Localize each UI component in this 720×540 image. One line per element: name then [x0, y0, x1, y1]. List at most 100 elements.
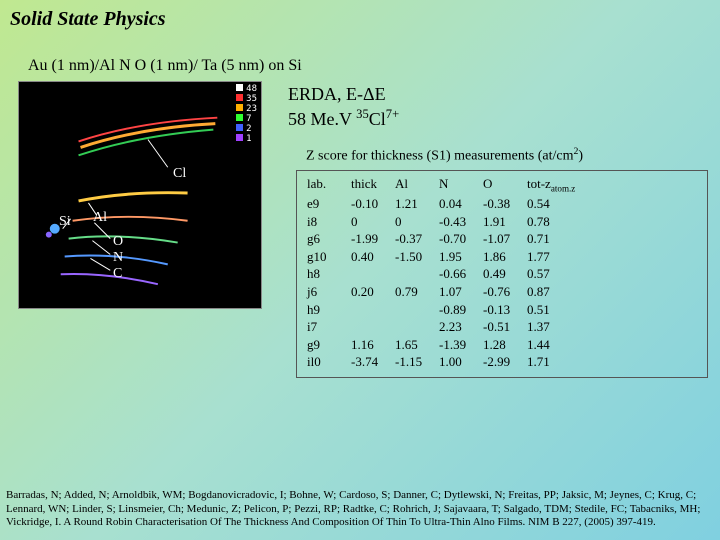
table-cell: 1.95	[439, 248, 483, 266]
right-column: ERDA, E-ΔE 58 Me.V 35Cl7+ Z score for th…	[272, 81, 708, 378]
table-cell: 0.78	[527, 213, 585, 231]
table-header-cell: tot-zatom.z	[527, 175, 585, 195]
table-cell: -1.15	[395, 353, 439, 371]
table-cell: 0.79	[395, 283, 439, 301]
page-title: Solid State Physics	[0, 0, 720, 39]
table-cell: e9	[307, 195, 351, 213]
table-cell: 0.71	[527, 230, 585, 248]
legend-entry: 7	[236, 114, 257, 124]
table-cell: -2.99	[483, 353, 527, 371]
sample-description: Au (1 nm)/Al N O (1 nm)/ Ta (5 nm) on Si	[0, 39, 720, 81]
table-cell: g10	[307, 248, 351, 266]
erda-spectrum-plot: ClSiAlONC 483523721	[18, 81, 262, 309]
erda-line2-pre: 58 Me.V	[288, 109, 356, 129]
technique-label: ERDA, E-ΔE 58 Me.V 35Cl7+	[288, 81, 708, 132]
table-cell: -0.37	[395, 230, 439, 248]
table-cell: -0.10	[351, 195, 395, 213]
content-row: ClSiAlONC 483523721 ERDA, E-ΔE 58 Me.V 3…	[0, 81, 720, 378]
table-cell: -0.38	[483, 195, 527, 213]
legend-entry: 1	[236, 134, 257, 144]
spectrum-svg	[19, 82, 261, 308]
table-cell: -0.13	[483, 301, 527, 319]
table-cell: 0.20	[351, 283, 395, 301]
table-cell: 0.57	[527, 265, 585, 283]
chart-label-cl: Cl	[173, 166, 186, 182]
table-cell: 1.21	[395, 195, 439, 213]
table-cell: 0.54	[527, 195, 585, 213]
table-cell: 1.37	[527, 318, 585, 336]
table-cell: 1.28	[483, 336, 527, 354]
table-cell: h8	[307, 265, 351, 283]
table-cell	[395, 318, 439, 336]
table-cell: 1.71	[527, 353, 585, 371]
table-cell: 0	[395, 213, 439, 231]
table-row: i72.23-0.511.37	[307, 318, 585, 336]
table-cell: 1.86	[483, 248, 527, 266]
erda-cl-charge: 7+	[386, 107, 399, 121]
table-cell: h9	[307, 301, 351, 319]
erda-cl: Cl	[369, 109, 386, 129]
table-cell: 1.00	[439, 353, 483, 371]
table-cell: -0.76	[483, 283, 527, 301]
table-header-row: lab.thickAlNOtot-zatom.z	[307, 175, 585, 195]
table-cell: il0	[307, 353, 351, 371]
legend-entry: 23	[236, 104, 257, 114]
citation: Barradas, N; Added, N; Arnoldbik, WM; Bo…	[6, 489, 714, 530]
table-cell	[351, 301, 395, 319]
zscore-caption-post: )	[578, 148, 583, 163]
table-cell: 0.87	[527, 283, 585, 301]
table-cell: 1.16	[351, 336, 395, 354]
table-cell: -0.51	[483, 318, 527, 336]
legend-entry: 35	[236, 94, 257, 104]
table-header-cell: thick	[351, 175, 395, 195]
table-header-cell: O	[483, 175, 527, 195]
table-row: j60.200.791.07-0.760.87	[307, 283, 585, 301]
table-cell: 1.77	[527, 248, 585, 266]
table-cell: -1.50	[395, 248, 439, 266]
table-row: e9-0.101.210.04-0.380.54	[307, 195, 585, 213]
table-cell: -0.66	[439, 265, 483, 283]
chart-label-o: O	[113, 234, 123, 250]
table-cell: 1.91	[483, 213, 527, 231]
table-cell: j6	[307, 283, 351, 301]
table-cell	[395, 265, 439, 283]
table-cell: 1.65	[395, 336, 439, 354]
table-cell: g9	[307, 336, 351, 354]
table-row: h8 -0.660.490.57	[307, 265, 585, 283]
table-cell: g6	[307, 230, 351, 248]
table-cell: 0.49	[483, 265, 527, 283]
table-cell	[395, 301, 439, 319]
legend-entry: 2	[236, 124, 257, 134]
chart-label-n: N	[113, 250, 123, 266]
table-cell: -0.70	[439, 230, 483, 248]
table-cell: -3.74	[351, 353, 395, 371]
erda-line1: ERDA, E-ΔE	[288, 84, 386, 104]
erda-cl-mass: 35	[356, 107, 369, 121]
table-cell: -1.07	[483, 230, 527, 248]
table-cell: 1.44	[527, 336, 585, 354]
table-cell: 0.40	[351, 248, 395, 266]
table-cell: 0.51	[527, 301, 585, 319]
table-cell	[351, 318, 395, 336]
table-cell: 0	[351, 213, 395, 231]
table-row: h9-0.89-0.130.51	[307, 301, 585, 319]
table-cell: 2.23	[439, 318, 483, 336]
table-row: g91.161.65-1.391.281.44	[307, 336, 585, 354]
table-cell: -1.99	[351, 230, 395, 248]
table-cell: 0.04	[439, 195, 483, 213]
legend-entry: 48	[236, 84, 257, 94]
table-cell	[351, 265, 395, 283]
table-cell: -1.39	[439, 336, 483, 354]
table-row: g6-1.99-0.37-0.70-1.070.71	[307, 230, 585, 248]
zscore-table-el: lab.thickAlNOtot-zatom.ze9-0.101.210.04-…	[307, 175, 585, 370]
table-row: i800-0.431.910.78	[307, 213, 585, 231]
table-header-cell: lab.	[307, 175, 351, 195]
zscore-table: lab.thickAlNOtot-zatom.ze9-0.101.210.04-…	[296, 170, 708, 377]
table-row: g100.40-1.501.951.861.77	[307, 248, 585, 266]
chart-area: ClSiAlONC 483523721	[12, 81, 272, 378]
table-header-cell: N	[439, 175, 483, 195]
chart-label-al: Al	[93, 210, 107, 226]
chart-label-si: Si	[59, 214, 71, 230]
table-row: il0-3.74-1.151.00-2.991.71	[307, 353, 585, 371]
table-cell: -0.43	[439, 213, 483, 231]
